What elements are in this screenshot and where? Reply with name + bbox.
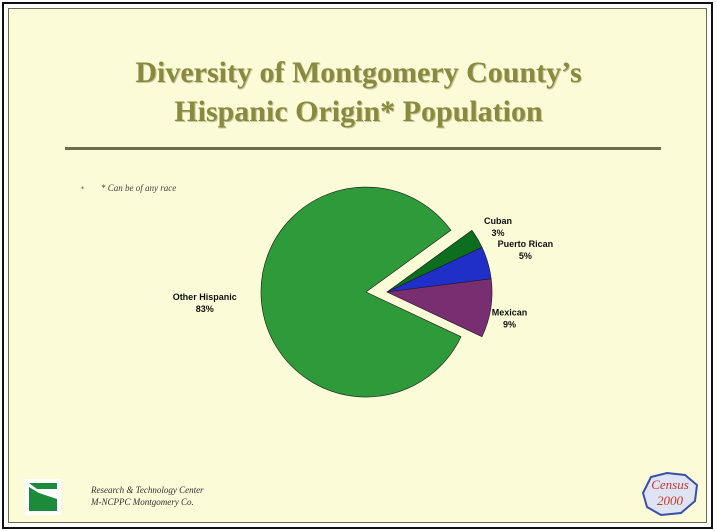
census-logo-text2: 2000 xyxy=(657,493,684,508)
footnote-any-race: * Can be of any race xyxy=(101,183,177,193)
pie-chart: Cuban 3% Puerto Rican 5% Mexican 9% Othe… xyxy=(173,186,553,398)
pie-labels: Cuban 3% Puerto Rican 5% Mexican 9% Othe… xyxy=(173,216,553,330)
pie-slices xyxy=(260,186,493,398)
census-2000-logo-icon: Census 2000 xyxy=(641,471,699,517)
slide-title-line1: Diversity of Montgomery County’s xyxy=(135,56,582,89)
note-bullet: • xyxy=(81,183,85,193)
census-logo-text1: Census xyxy=(651,477,689,492)
label-mexican-pct: 9% xyxy=(503,319,516,329)
footer-org-line2: M-NCPPC Montgomery Co. xyxy=(91,497,194,507)
footer-org-line1: Research & Technology Center xyxy=(91,485,204,495)
label-other-hispanic-name: Other Hispanic xyxy=(173,292,237,302)
research-center-logo-icon xyxy=(25,479,61,515)
label-cuban-pct: 3% xyxy=(491,228,504,238)
label-puerto-rican-pct: 5% xyxy=(519,251,532,261)
label-other-hispanic-pct: 83% xyxy=(196,304,214,314)
slide-title-line2: Hispanic Origin* Population xyxy=(174,95,543,128)
slide: Diversity of Montgomery County’s Hispani… xyxy=(8,8,707,523)
title-divider xyxy=(65,147,661,150)
label-mexican-name: Mexican xyxy=(492,307,528,317)
pie-slice-mexican xyxy=(385,278,493,338)
pie-slice-other-hispanic xyxy=(260,186,462,398)
label-puerto-rican-name: Puerto Rican xyxy=(498,239,554,249)
label-cuban-name: Cuban xyxy=(484,216,512,226)
